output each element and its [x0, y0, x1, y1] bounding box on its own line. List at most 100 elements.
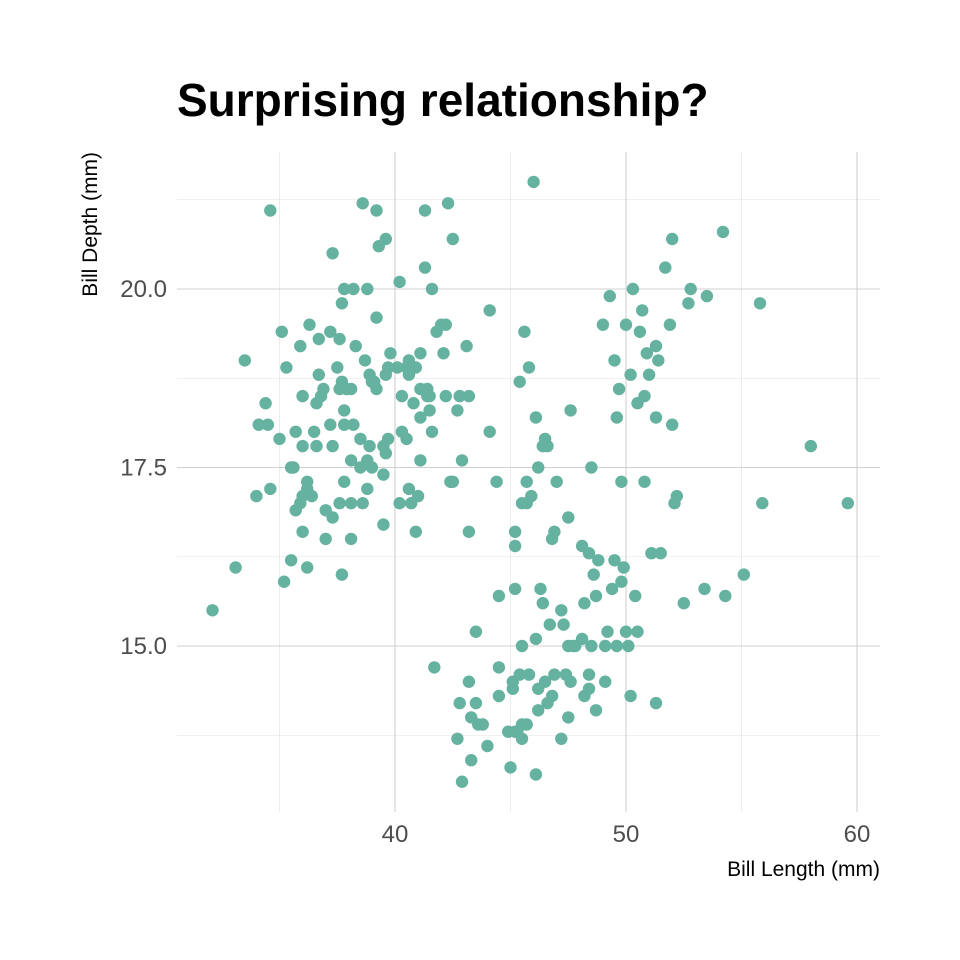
- data-point: [677, 597, 690, 610]
- data-point: [428, 661, 441, 674]
- data-point: [624, 689, 637, 703]
- data-point: [354, 432, 367, 446]
- data-point: [347, 418, 360, 431]
- data-point: [423, 389, 436, 403]
- data-point: [589, 589, 603, 603]
- data-point: [508, 582, 522, 596]
- data-point: [617, 561, 630, 574]
- data-point: [252, 418, 265, 431]
- data-point: [356, 497, 369, 510]
- data-point: [303, 318, 316, 331]
- data-point: [409, 525, 422, 538]
- data-point: [451, 732, 464, 745]
- data-point: [492, 589, 506, 603]
- data-point: [414, 347, 427, 360]
- data-point: [393, 497, 406, 510]
- data-point: [361, 482, 374, 496]
- data-point: [326, 439, 339, 453]
- data-point: [326, 511, 339, 524]
- data-point: [238, 354, 251, 367]
- data-point: [522, 361, 536, 374]
- data-point: [532, 704, 545, 717]
- data-point: [550, 475, 563, 488]
- data-point: [841, 497, 854, 510]
- data-point: [642, 368, 656, 381]
- data-point: [469, 696, 483, 710]
- data-point: [414, 454, 427, 467]
- data-point: [700, 289, 714, 303]
- data-point: [555, 604, 568, 617]
- data-point: [273, 432, 286, 446]
- data-point: [381, 432, 395, 446]
- data-point: [335, 568, 349, 581]
- data-point: [536, 597, 549, 610]
- data-point: [719, 589, 732, 603]
- data-point: [548, 525, 561, 538]
- data-point: [344, 497, 358, 510]
- data-point: [446, 475, 459, 488]
- data-point: [365, 461, 379, 474]
- data-point: [587, 568, 600, 581]
- data-point: [508, 539, 522, 553]
- data-point: [626, 282, 640, 296]
- data-point: [409, 361, 422, 374]
- data-point: [601, 625, 614, 638]
- data-point: [476, 718, 489, 731]
- data-point: [603, 289, 616, 303]
- data-point: [451, 404, 464, 417]
- data-point: [379, 447, 392, 460]
- data-point: [527, 175, 540, 189]
- data-point: [548, 668, 561, 681]
- data-point: [310, 439, 323, 453]
- data-point: [545, 689, 559, 703]
- chart-title: Surprising relationship?: [177, 74, 709, 126]
- data-point: [462, 675, 476, 688]
- data-point: [287, 461, 300, 474]
- data-point: [441, 197, 455, 210]
- data-point: [418, 261, 432, 274]
- data-point: [418, 204, 432, 217]
- data-point: [538, 675, 552, 688]
- data-point: [716, 225, 730, 239]
- data-point: [250, 489, 263, 503]
- data-point: [619, 625, 633, 638]
- data-point: [338, 418, 351, 431]
- data-point: [402, 482, 416, 496]
- data-point: [804, 439, 817, 453]
- y-tick-label: 17.5: [120, 455, 167, 482]
- data-point: [615, 475, 628, 488]
- data-point: [612, 382, 626, 396]
- data-point: [425, 425, 439, 438]
- data-point: [344, 454, 358, 467]
- data-point: [599, 675, 612, 688]
- data-point: [555, 732, 568, 745]
- data-point: [596, 318, 610, 331]
- data-point: [492, 661, 506, 674]
- data-point: [411, 489, 425, 503]
- data-point: [666, 418, 679, 431]
- data-point: [578, 597, 591, 610]
- data-point: [465, 754, 478, 767]
- data-point: [633, 325, 647, 338]
- data-point: [289, 425, 302, 438]
- data-point: [395, 389, 409, 403]
- data-point: [645, 547, 658, 560]
- data-point: [324, 418, 337, 431]
- data-point: [363, 439, 376, 453]
- data-point: [439, 318, 452, 331]
- data-point: [490, 475, 503, 488]
- y-tick-label: 20.0: [120, 276, 167, 303]
- data-point: [737, 568, 750, 581]
- data-point: [513, 375, 526, 388]
- data-point: [619, 318, 633, 331]
- data-point: [562, 711, 575, 724]
- data-point: [652, 354, 665, 367]
- data-point: [312, 368, 325, 381]
- data-point: [259, 397, 272, 410]
- data-point: [423, 404, 436, 417]
- data-point: [296, 439, 309, 453]
- data-point: [384, 347, 397, 360]
- data-point: [229, 561, 242, 574]
- data-point: [347, 282, 360, 296]
- data-point: [296, 525, 309, 538]
